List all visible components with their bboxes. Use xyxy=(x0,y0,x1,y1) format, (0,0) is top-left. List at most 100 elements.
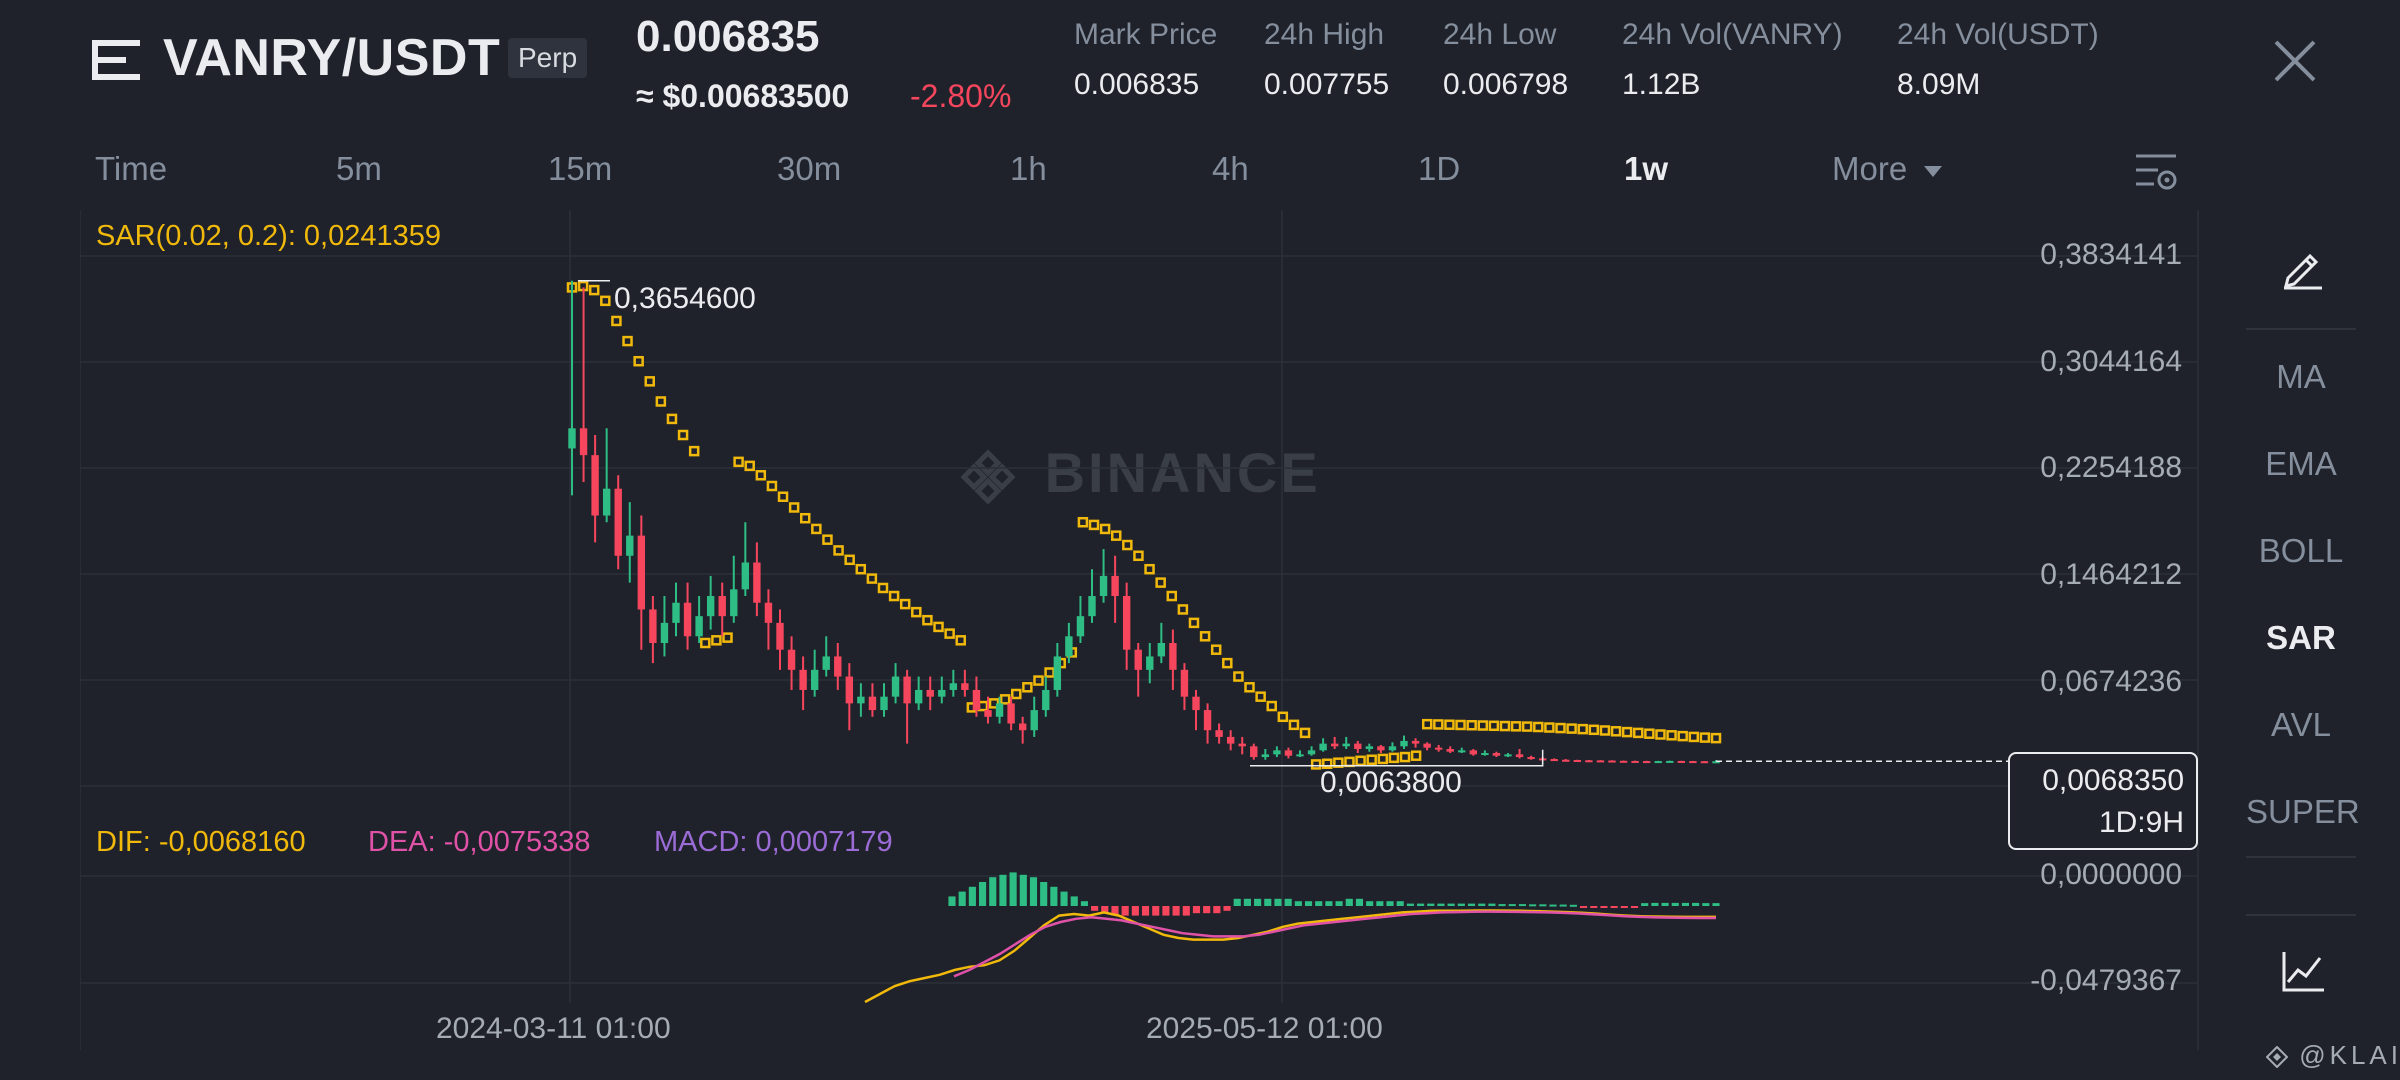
candle-body xyxy=(799,669,807,690)
candle xyxy=(614,475,622,570)
macd-histogram-bar xyxy=(1681,902,1690,906)
candle xyxy=(1238,736,1246,755)
sar-dot xyxy=(999,694,1011,705)
candle xyxy=(995,696,1004,724)
macd-histogram-bar xyxy=(1651,902,1659,906)
sar-dot xyxy=(944,628,955,639)
candle xyxy=(1192,689,1200,731)
macd-histogram-bar xyxy=(1141,906,1150,916)
candle xyxy=(1573,759,1582,763)
draw-pencil-icon[interactable] xyxy=(2280,244,2326,290)
menu-icon[interactable] xyxy=(92,36,142,86)
candle-body xyxy=(1180,669,1189,697)
candle-body xyxy=(1712,761,1720,764)
macd-histogram-bar xyxy=(1529,904,1537,907)
tab-5m[interactable]: 5m xyxy=(336,150,382,187)
candle xyxy=(683,582,692,650)
sar-dot xyxy=(1510,721,1522,732)
tab-more[interactable]: More xyxy=(1832,150,1944,188)
candle-body xyxy=(602,488,611,516)
macd-histogram-bar xyxy=(1233,898,1241,906)
macd-y-tick-label: 0,0000000 xyxy=(2040,858,2182,891)
candle-body xyxy=(1596,760,1605,763)
pair-symbol[interactable]: VANRY/USDT xyxy=(163,29,501,87)
sar-dot xyxy=(1144,563,1155,575)
sar-dot xyxy=(1644,728,1655,739)
sar-dot xyxy=(1544,722,1555,733)
candle xyxy=(1446,746,1454,754)
macd-histogram-bar xyxy=(1315,901,1323,906)
candle-body xyxy=(903,676,911,704)
tab-15m[interactable]: 15m xyxy=(548,150,613,187)
candle-body xyxy=(1226,736,1235,744)
macd-histogram-bar xyxy=(1111,906,1119,916)
sar-dot xyxy=(1677,730,1688,742)
tab-1d[interactable]: 1D xyxy=(1418,150,1461,187)
candle xyxy=(1423,742,1431,751)
tab-30m[interactable]: 30m xyxy=(777,150,842,187)
macd-histogram-bar xyxy=(958,891,966,906)
sar-dot xyxy=(1122,539,1133,551)
macd-histogram-bar xyxy=(948,896,956,906)
more-label: More xyxy=(1832,150,1908,187)
candle xyxy=(1550,758,1558,762)
indicator-boll[interactable]: BOLL xyxy=(2258,532,2344,569)
candle xyxy=(1319,738,1327,752)
indicator-ema[interactable]: EMA xyxy=(2265,445,2337,482)
stat-label: 24h Vol(VANRY) xyxy=(1622,18,1843,51)
sar-dot xyxy=(1444,719,1455,730)
indicator-sar[interactable]: SAR xyxy=(2266,619,2336,656)
sar-dot xyxy=(622,335,633,347)
market-header: VANRY/USDT Perp 0.006835 ≈ $0.00683500 -… xyxy=(0,0,2400,140)
candle-body xyxy=(1307,750,1316,755)
candle xyxy=(626,502,634,583)
indicator-ma[interactable]: MA xyxy=(2276,358,2326,395)
candle xyxy=(1296,750,1304,758)
macd-histogram-bar xyxy=(1630,906,1639,908)
candle xyxy=(579,287,588,482)
candle-body xyxy=(1469,750,1478,755)
line-chart-icon[interactable] xyxy=(2280,948,2326,994)
tab-time[interactable]: Time xyxy=(95,150,168,187)
candle-body xyxy=(984,710,992,717)
macd-histogram-bar xyxy=(1091,906,1099,911)
sar-dot xyxy=(1466,720,1477,731)
sar-dot xyxy=(1133,550,1144,562)
candle xyxy=(1250,743,1258,760)
candle-body xyxy=(764,602,773,623)
candle-body xyxy=(753,562,761,603)
sar-dot xyxy=(766,480,778,492)
candle xyxy=(1122,582,1131,670)
candlestick-chart[interactable] xyxy=(80,210,2200,1050)
tab-4h[interactable]: 4h xyxy=(1212,150,1249,187)
tab-1w[interactable]: 1w xyxy=(1624,150,1669,187)
sar-dot xyxy=(666,413,678,425)
close-icon[interactable] xyxy=(2270,36,2320,86)
candle-countdown: 1D:9H xyxy=(2098,806,2184,839)
chart-settings-icon[interactable] xyxy=(2134,150,2180,196)
candle-body xyxy=(1550,759,1558,762)
candle-body xyxy=(1065,636,1073,657)
low-annotation-line xyxy=(1250,749,1544,767)
sar-dot xyxy=(644,376,655,387)
sar-indicator-label: SAR(0.02, 0.2): 0,0241359 xyxy=(96,220,442,252)
macd-histogram-bar xyxy=(1539,904,1547,907)
candle-body xyxy=(926,689,934,697)
indicator-avl[interactable]: AVL xyxy=(2271,706,2331,743)
indicator-super[interactable]: SUPER xyxy=(2246,793,2360,830)
candle xyxy=(1042,676,1050,717)
sar-dot xyxy=(1222,657,1233,669)
candle xyxy=(718,582,726,637)
candle xyxy=(949,669,958,697)
sar-dot xyxy=(1666,730,1677,741)
candle-body xyxy=(1573,760,1582,763)
candle-body xyxy=(1169,642,1177,670)
candle xyxy=(730,555,738,623)
macd-histogram-bar xyxy=(1019,874,1027,906)
tab-1h[interactable]: 1h xyxy=(1010,150,1047,187)
candle-body xyxy=(1042,689,1050,711)
candle-body xyxy=(1388,746,1397,751)
sar-dot xyxy=(1011,688,1022,700)
candle-body xyxy=(787,649,796,670)
candle xyxy=(1377,744,1385,754)
